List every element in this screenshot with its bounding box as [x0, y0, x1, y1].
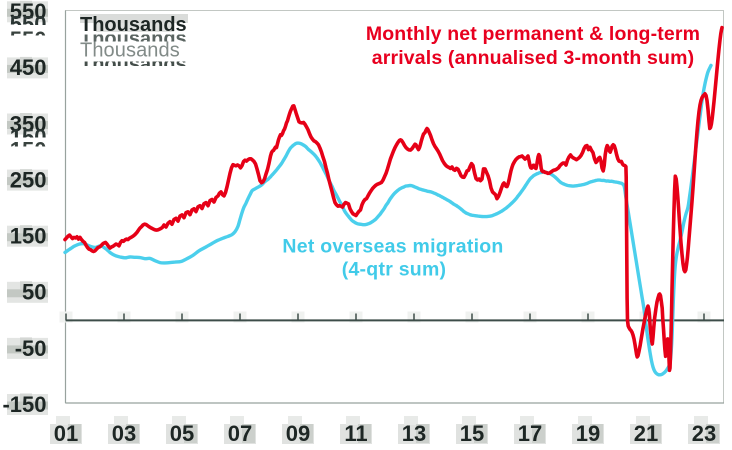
svg-text:Thousands: Thousands: [80, 28, 187, 50]
svg-text:150: 150: [10, 138, 47, 163]
svg-text:21: 21: [634, 421, 658, 445]
svg-text:150: 150: [10, 224, 47, 249]
svg-text:Net overseas migration: Net overseas migration: [282, 236, 503, 258]
svg-text:-50: -50: [15, 336, 47, 361]
svg-text:15: 15: [460, 421, 484, 445]
svg-text:250: 250: [10, 167, 47, 192]
svg-text:19: 19: [576, 421, 600, 445]
svg-text:03: 03: [112, 421, 136, 445]
svg-text:-150: -150: [2, 392, 46, 417]
svg-text:05: 05: [170, 421, 194, 445]
svg-text:13: 13: [402, 421, 426, 445]
svg-text:09: 09: [286, 421, 310, 445]
svg-text:Thousands: Thousands: [80, 14, 187, 36]
svg-text:23: 23: [692, 421, 716, 445]
svg-text:450: 450: [10, 55, 47, 80]
svg-text:07: 07: [228, 421, 252, 445]
svg-text:350: 350: [10, 111, 47, 136]
svg-text:550: 550: [10, 12, 47, 37]
svg-text:150: 150: [10, 125, 47, 150]
svg-text:(4-qtr sum): (4-qtr sum): [342, 259, 447, 281]
svg-text:Thousands: Thousands: [80, 40, 180, 62]
svg-text:17: 17: [518, 421, 542, 445]
svg-text:Thousands: Thousands: [80, 54, 187, 76]
svg-text:550: 550: [10, 0, 47, 24]
svg-text:550: 550: [10, 27, 47, 52]
svg-text:50: 50: [22, 280, 46, 305]
svg-text:Monthly net permanent & long-t: Monthly net permanent & long-term: [366, 23, 700, 45]
svg-text:11: 11: [344, 421, 367, 445]
svg-text:arrivals (annualised 3-month s: arrivals (annualised 3-month sum): [372, 47, 694, 69]
svg-text:01: 01: [54, 421, 78, 445]
